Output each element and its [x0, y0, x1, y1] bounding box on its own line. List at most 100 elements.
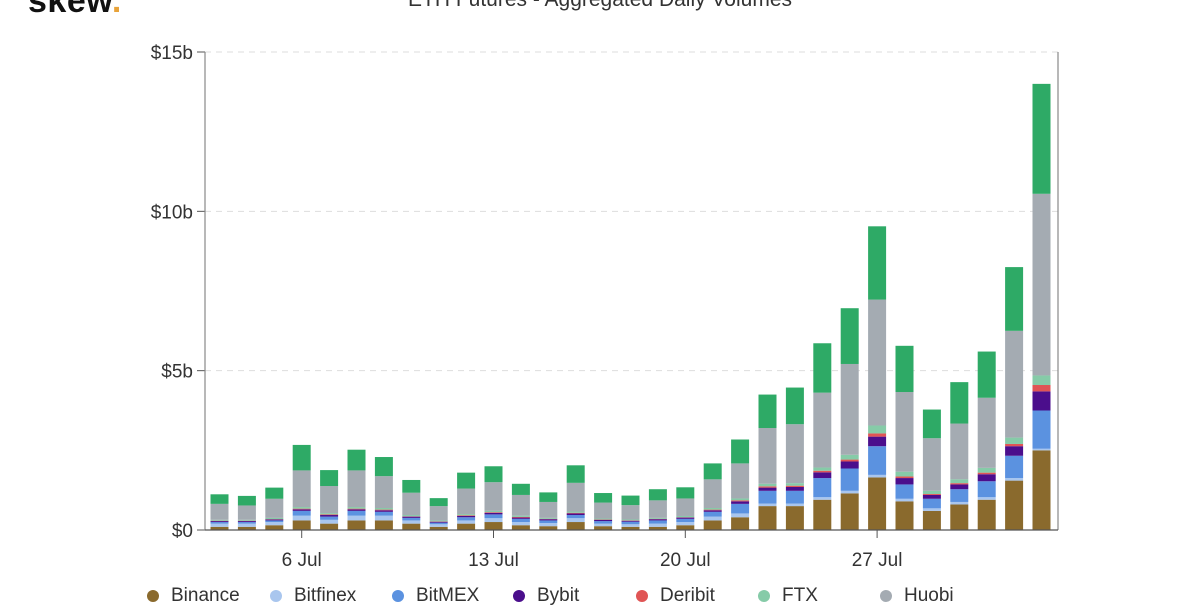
bar-segment-okex — [237, 495, 256, 506]
legend-item-huobi[interactable]: Huobi — [880, 582, 954, 610]
legend-label: Deribit — [660, 585, 715, 606]
bar-segment-bitmex — [265, 520, 284, 523]
bar-segment-bitfinex — [621, 524, 640, 527]
chart-title: ETH Futures - Aggregated Daily Volumes — [0, 0, 1200, 12]
y-tick-label: $15b — [151, 43, 193, 64]
bar-segment-bitmex — [785, 490, 804, 504]
bar-segment-bitfinex — [457, 520, 476, 524]
bar-segment-binance — [676, 525, 695, 530]
bar-segment-bybit — [292, 509, 311, 511]
bar-segment-bitfinex — [429, 524, 448, 527]
bar-segment-deribit — [374, 509, 393, 511]
bar-segment-huobi — [594, 502, 613, 519]
legend-item-ftx[interactable]: FTX — [758, 582, 818, 610]
bar-segment-bitfinex — [977, 497, 996, 500]
legend-item-binance[interactable]: Binance — [147, 582, 240, 610]
bar-segment-binance — [539, 526, 558, 530]
bar-segment-deribit — [457, 515, 476, 516]
bar-segment-okex — [703, 463, 722, 480]
bar-segment-bitmex — [676, 518, 695, 523]
bar-segment-huobi — [676, 498, 695, 516]
bar-segment-bitfinex — [265, 522, 284, 526]
bar-segment-bybit — [457, 515, 476, 518]
bar-segment-deribit — [320, 514, 339, 516]
bar-segment-bybit — [594, 519, 613, 522]
legend-label: BitMEX — [416, 585, 480, 606]
bar-segment-huobi — [1032, 193, 1051, 376]
bar-segment-bitmex — [210, 522, 229, 524]
legend-item-bybit[interactable]: Bybit — [513, 582, 579, 610]
bar-segment-bybit — [895, 478, 914, 485]
bar-segment-ftx — [210, 519, 229, 521]
bar-segment-bitfinex — [539, 522, 558, 527]
bar-segment-huobi — [868, 299, 887, 426]
bar-segment-ftx — [703, 508, 722, 510]
bar-segment-bitmex — [977, 481, 996, 498]
bar-segment-ftx — [1032, 375, 1051, 386]
bar-segment-ftx — [594, 518, 613, 520]
bar-segment-binance — [347, 520, 366, 530]
bar-segment-bybit — [868, 436, 887, 447]
bar-segment-bitfinex — [703, 516, 722, 521]
bar-segment-bitfinex — [950, 501, 969, 505]
bar-segment-okex — [977, 351, 996, 398]
bar-segment-ftx — [977, 467, 996, 473]
bar-segment-bybit — [566, 513, 585, 516]
bar-segment-deribit — [566, 512, 585, 514]
bar-segment-bybit — [511, 517, 530, 519]
legend-item-deribit[interactable]: Deribit — [636, 582, 715, 610]
bar-segment-huobi — [1005, 330, 1024, 438]
bar-segment-bybit — [648, 519, 667, 521]
bar-segment-huobi — [210, 503, 229, 520]
bar-segment-bitmex — [868, 446, 887, 475]
bar-segment-binance — [703, 520, 722, 530]
bar-segment-bitfinex — [895, 498, 914, 502]
bar-segment-huobi — [402, 492, 421, 516]
bar-segment-bitmex — [813, 478, 832, 498]
bar-segment-binance — [785, 506, 804, 530]
legend-dot-icon — [758, 590, 770, 602]
bar-segment-bitmex — [374, 511, 393, 516]
bar-segment-bitmex — [922, 498, 941, 509]
bar-segment-binance — [511, 525, 530, 530]
x-tick-label: 6 Jul — [282, 550, 322, 571]
bar-segment-okex — [840, 308, 859, 364]
bar-segment-ftx — [813, 467, 832, 471]
y-tick-label: $5b — [161, 362, 193, 383]
bar-segment-binance — [648, 526, 667, 530]
x-tick-label: 13 Jul — [468, 550, 519, 571]
bar-segment-bitfinex — [374, 515, 393, 521]
bar-segment-deribit — [703, 509, 722, 511]
bar-segment-huobi — [539, 501, 558, 518]
bar-segment-binance — [868, 477, 887, 530]
bar-segment-huobi — [347, 470, 366, 508]
bar-segment-binance — [566, 522, 585, 530]
bar-segment-bitfinex — [676, 522, 695, 526]
bar-segment-bitmex — [292, 510, 311, 516]
bar-segment-bitfinex — [594, 523, 613, 527]
legend-item-bitmex[interactable]: BitMEX — [392, 582, 479, 610]
bar-segment-binance — [840, 493, 859, 530]
bar-segment-ftx — [1005, 437, 1024, 444]
bar-segment-huobi — [758, 428, 777, 484]
legend-item-bitfinex[interactable]: Bitfinex — [270, 582, 356, 610]
bar-segment-bitmex — [237, 522, 256, 524]
legend-dot-icon — [392, 590, 404, 602]
bar-segment-okex — [648, 489, 667, 501]
bar-segment-bitfinex — [511, 522, 530, 526]
bar-segment-bitmex — [594, 521, 613, 524]
legend-dot-icon — [880, 590, 892, 602]
bar-segment-ftx — [840, 454, 859, 460]
bar-segment-bitmex — [566, 515, 585, 519]
legend-dot-icon — [270, 590, 282, 602]
bar-segment-okex — [895, 345, 914, 393]
bar-segment-bybit — [539, 519, 558, 521]
bar-segment-okex — [868, 226, 887, 300]
bar-segment-huobi — [484, 482, 503, 511]
bar-segment-bitfinex — [347, 515, 366, 521]
bar-segment-huobi — [648, 500, 667, 518]
bar-segment-deribit — [1005, 443, 1024, 447]
y-tick-label: $10b — [151, 202, 193, 223]
bar-segment-deribit — [758, 486, 777, 488]
bar-segment-ftx — [511, 515, 530, 517]
